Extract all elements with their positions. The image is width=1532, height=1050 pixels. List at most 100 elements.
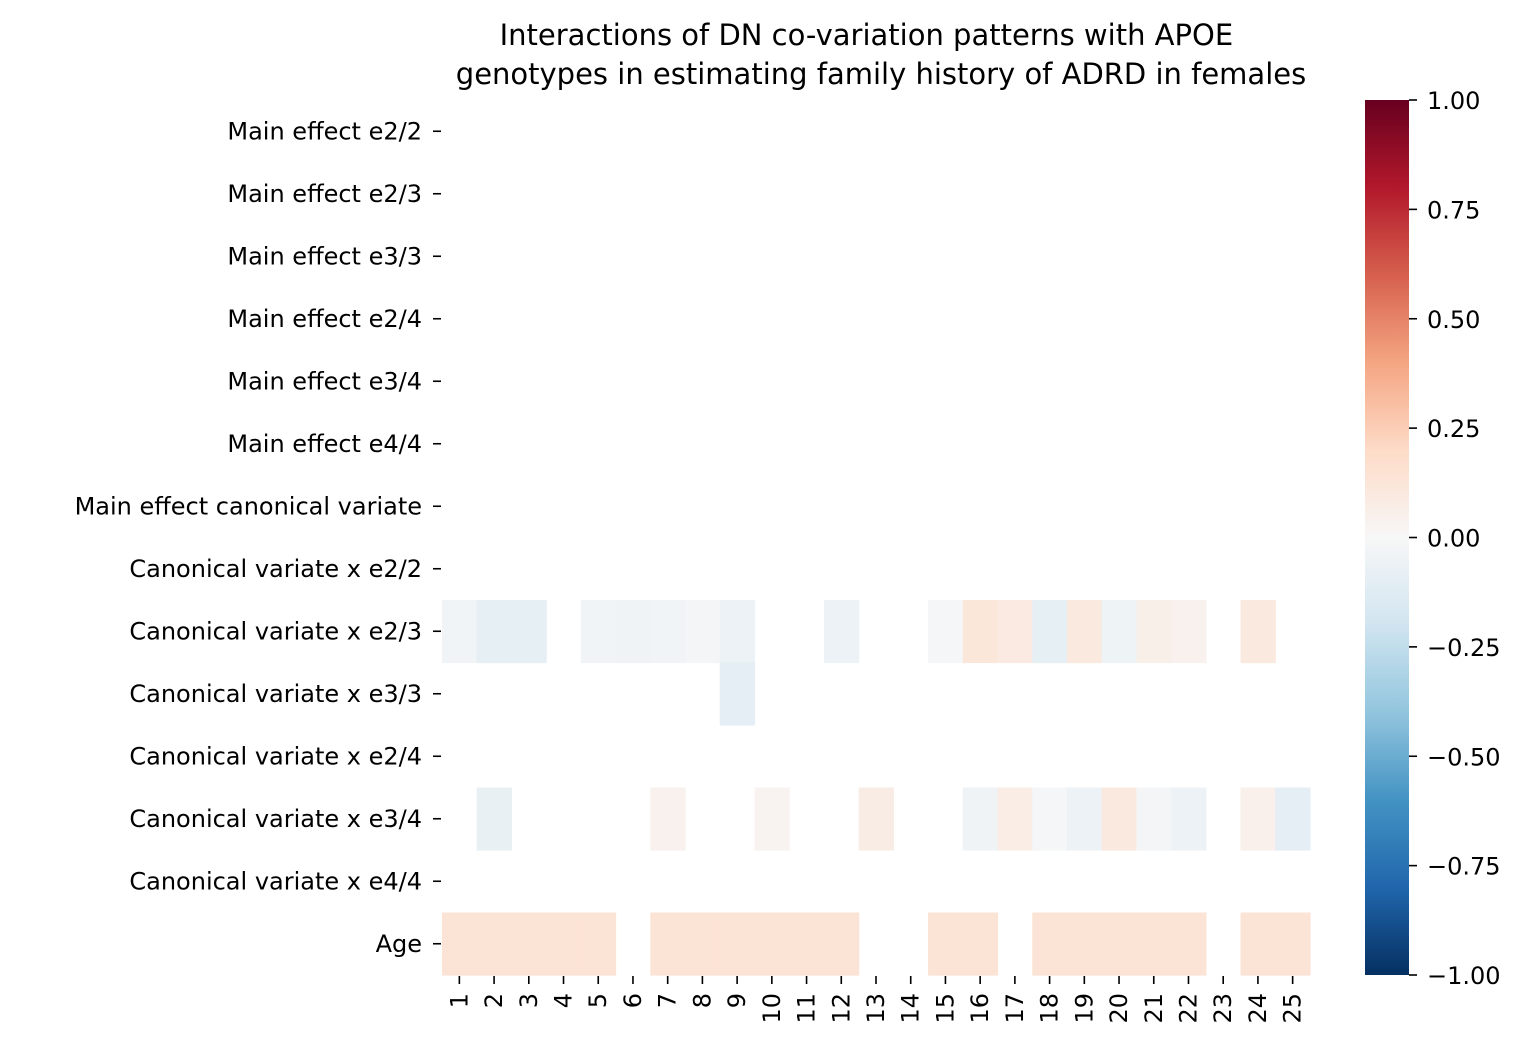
heatmap-cell [1032,912,1068,976]
colorbar-tick-label: 0.75 [1427,196,1480,224]
y-tick-label: Canonical variate x e2/3 [129,617,422,645]
y-tick-label: Age [376,930,422,958]
heatmap-cell [719,662,756,726]
x-tick-label: 3 [515,993,543,1008]
heatmap-cell [442,600,478,664]
heatmap-cell [1136,787,1172,851]
heatmap-cell [650,787,686,851]
heatmap-cell [719,912,756,976]
heatmap-cell [476,787,513,851]
colorbar-tick-label: −0.50 [1427,743,1501,771]
heatmap-cell [928,912,964,976]
chart-title-line-2: genotypes in estimating family history o… [456,57,1306,91]
x-tick-label: 4 [550,993,578,1008]
x-tick-label: 6 [619,993,647,1008]
heatmap-cell [962,787,999,851]
heatmap-cell [1032,600,1068,664]
x-tick-label: 25 [1279,993,1307,1024]
colorbar-ticks: 1.00 0.75 0.50 0.25 0.00 −0.25 −0.50 −0.75 −1.00 [1409,87,1501,990]
heatmap-cell [1171,787,1207,851]
y-tick-label: Canonical variate x e2/4 [129,742,422,770]
x-tick-label: 20 [1105,993,1133,1024]
x-tick-label: 10 [758,993,786,1024]
colorbar-tick-label: −1.00 [1427,962,1501,990]
x-tick-label: 18 [1036,993,1064,1024]
heatmap-cell [1066,912,1103,976]
x-tick-label: 2 [480,993,508,1008]
x-tick-label: 1 [445,993,473,1008]
x-tick-label: 24 [1244,993,1272,1024]
heatmap-cell [962,600,999,664]
heatmap-cell [650,600,686,664]
heatmap-cell [511,912,547,976]
y-tick-label: Main effect canonical variate [75,492,422,520]
x-tick-label: 11 [793,993,821,1024]
heatmap-cell [1275,787,1311,851]
x-tick-label: 14 [897,993,925,1024]
heatmap-cell [1066,600,1103,664]
y-tick-label: Main effect e4/4 [227,430,422,458]
colorbar-tick-label: 1.00 [1427,87,1480,115]
heatmap-cell [823,600,860,664]
heatmap-cell [789,912,825,976]
heatmap-cell [615,600,651,664]
colorbar-tick-label: 0.50 [1427,306,1480,334]
x-tick-label: 22 [1174,993,1202,1024]
x-tick-label: 13 [862,993,890,1024]
heatmap-cell [928,600,964,664]
heatmap-cell [997,600,1033,664]
heatmap-cell [1240,787,1276,851]
heatmap-cell [442,912,478,976]
heatmap-cell [962,912,999,976]
x-tick-label: 21 [1140,993,1168,1024]
heatmap-cell [1240,600,1276,664]
heatmap-cell [476,600,513,664]
heatmap-cell [858,787,894,851]
y-tick-label: Canonical variate x e3/3 [129,680,422,708]
y-tick-label: Main effect e2/3 [227,180,422,208]
x-tick-label: 12 [827,993,855,1024]
y-axis-ticks: Main effect e2/2 Main effect e2/3 Main eff… [75,117,441,958]
heatmap-cell [580,600,617,664]
x-tick-label: 15 [931,993,959,1024]
y-tick-label: Canonical variate x e4/4 [129,867,422,895]
x-tick-label: 17 [1001,993,1029,1024]
heatmap-cell [1136,912,1172,976]
x-tick-label: 19 [1070,993,1098,1024]
heatmap-cell [1275,912,1311,976]
heatmap-cell [1066,787,1103,851]
heatmap-cell [511,600,547,664]
heatmap-cell [546,912,582,976]
y-tick-label: Canonical variate x e2/2 [129,555,422,583]
heatmap-cell [1240,912,1276,976]
heatmap-cell [719,600,756,664]
chart-title: Interactions of DN co-variation patterns… [456,18,1306,91]
colorbar-tick-label: −0.75 [1427,853,1501,881]
x-tick-label: 5 [584,993,612,1008]
chart-title-line-1: Interactions of DN co-variation patterns… [500,18,1234,52]
heatmap-cell [997,787,1033,851]
x-tick-label: 9 [723,993,751,1008]
y-tick-label: Main effect e3/3 [227,242,422,270]
y-tick-label: Main effect e2/2 [227,117,422,145]
heatmap-cell [1032,787,1068,851]
colorbar-tick-label: 0.25 [1427,415,1480,443]
heatmap-cell [1171,912,1207,976]
y-tick-label: Canonical variate x e3/4 [129,805,422,833]
heatmap-cell [754,787,790,851]
colorbar [1365,100,1409,975]
heatmap-cell [1101,787,1137,851]
heatmap-cell [823,912,860,976]
heatmap-cell [1171,600,1207,664]
heatmap-cell [1101,912,1137,976]
heatmap-cell [1136,600,1172,664]
x-tick-label: 23 [1209,993,1237,1024]
heatmap-cell [685,600,721,664]
heatmap-cell [754,912,790,976]
heatmap-cells [442,600,1311,976]
heatmap-cell [580,912,617,976]
heatmap-cell [1101,600,1137,664]
heatmap-cell [476,912,513,976]
heatmap-cell [650,912,686,976]
heatmap-cell [685,912,721,976]
